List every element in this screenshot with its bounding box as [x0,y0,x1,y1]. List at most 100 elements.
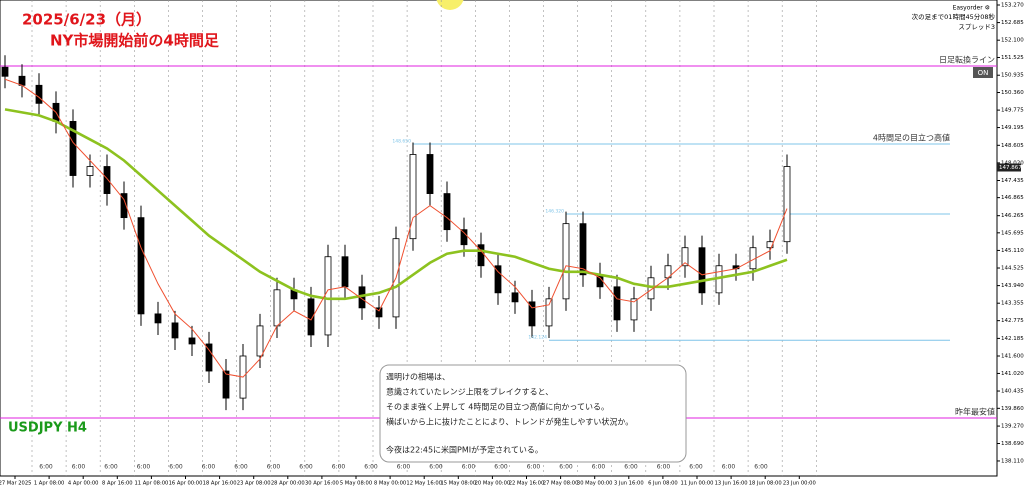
note-line: 今夜は22:45に米国PMIが予定されている。 [386,445,543,455]
y-tick-label: 141.600 [1001,353,1024,359]
x-tick-label: 27 Mar 2025 [0,481,31,487]
candle-body [783,166,791,243]
x-tick-label: 3 Jun 16:00 [614,481,644,487]
y-tick-label: 150.935 [1001,73,1024,79]
session-label: 6:00 [559,464,573,471]
x-tick-label: 8 May 00:00 [374,481,406,487]
session-label: 6:00 [754,464,768,471]
candle-body [562,223,570,300]
x-tick-label: 6 Jun 08:00 [648,481,678,487]
x-tick-label: 13 Jun 16:00 [715,481,748,487]
y-tick-label: 145.110 [1001,248,1024,254]
moving-average [4,108,788,301]
y-tick-label: 153.270 [1001,2,1024,8]
session-label: 6:00 [624,464,638,471]
x-tick-label: 1 Apr 08:00 [34,481,65,487]
candle-body [1,66,9,77]
candle-body [86,166,94,176]
y-tick-label: 144.525 [1001,266,1024,272]
level-label: 4時間足の目立つ高値 [873,132,950,142]
candle-body [69,120,77,176]
candle-body [205,343,213,372]
candle-body [647,277,655,300]
candle-body [324,256,332,336]
session-label: 6:00 [202,464,216,471]
x-tick-label: 11 Apr 08:00 [134,481,168,487]
candle-body [579,223,587,276]
session-label: 6:00 [39,464,53,471]
session-label: 6:00 [657,464,671,471]
note-box [379,364,687,463]
y-tick-label: 148.020 [1001,160,1024,166]
candle-body [35,84,43,104]
panel-title: Easyorder ⚙ [953,5,990,12]
session-label: 6:00 [364,464,378,471]
chart-title: 2025/6/23（月） [22,11,151,29]
x-tick-label: 30 May 00:00 [577,481,613,487]
candle-body [341,256,349,288]
candle-body [494,265,502,294]
session-label: 6:00 [267,464,281,471]
note-line: 横ばいから上に抜けたことにより、トレンドが発生しやすい状況か。 [386,417,633,427]
session-label: 6:00 [169,464,183,471]
x-tick-label: 16 Apr 00:00 [169,481,203,487]
candle-body [443,193,451,231]
candle-body [630,298,638,321]
session-label: 6:00 [397,464,411,471]
candle-body [528,301,536,327]
x-tick-label: 20 May 00:00 [475,481,511,487]
y-tick-label: 145.695 [1001,230,1024,236]
y-tick-label: 143.940 [1001,283,1024,289]
session-label: 6:00 [332,464,346,471]
candle-body [511,292,519,303]
y-tick-label: 152.100 [1001,38,1024,44]
level-label: 昨年最安値 [955,406,995,416]
x-tick-label: 5 May 08:00 [340,481,372,487]
candle-body [426,154,434,194]
level-price: 142.124 [528,335,547,341]
cursor-highlight [436,0,464,10]
chart-subtitle: NY市場開始前の4時間足 [50,32,220,50]
candle-body [681,247,689,267]
last-price-label: 147.867 [999,165,1022,171]
session-label: 6:00 [722,464,736,471]
session-label: 6:00 [104,464,118,471]
x-tick-label: 27 May 08:00 [543,481,579,487]
symbol-label: USDJPY H4 [8,421,87,436]
session-label: 6:00 [137,464,151,471]
x-tick-label: 12 May 16:00 [406,481,442,487]
candle-body [477,244,485,267]
x-tick-label: 18 Jun 08:00 [749,481,782,487]
y-tick-label: 147.435 [1001,178,1024,184]
candle-body [222,370,230,399]
candle-body [154,313,162,324]
y-tick-label: 141.020 [1001,371,1024,377]
candle-body [545,298,553,327]
x-tick-label: 22 May 16:00 [509,481,545,487]
y-tick-label: 139.270 [1001,424,1024,430]
note-line: そのまま強く上昇して 4時間足の目立つ高値に向かっている。 [386,402,609,412]
y-tick-label: 151.525 [1001,55,1024,61]
x-tick-label: 8 Apr 16:00 [102,481,133,487]
y-tick-label: 140.435 [1001,389,1024,395]
candle-body [188,337,196,345]
y-tick-label: 142.775 [1001,318,1024,324]
on-button-label[interactable]: ON [978,69,989,77]
candle-body [375,307,383,318]
candle-body [698,247,706,294]
y-tick-label: 146.265 [1001,213,1024,219]
note-line: 週明けの相場は、 [386,372,450,382]
level-price: 148.650 [392,138,411,144]
candle-body [613,286,621,321]
y-tick-label: 152.685 [1001,20,1024,26]
session-label: 6:00 [234,464,248,471]
x-tick-label: 28 Apr 00:00 [271,481,305,487]
y-tick-label: 139.860 [1001,406,1024,412]
y-tick-label: 149.775 [1001,108,1024,114]
y-tick-label: 143.355 [1001,301,1024,307]
candle-body [409,154,417,240]
y-tick-label: 148.605 [1001,143,1024,149]
y-tick-label: 149.195 [1001,125,1024,131]
session-label: 6:00 [429,464,443,471]
on-button[interactable] [973,67,993,78]
